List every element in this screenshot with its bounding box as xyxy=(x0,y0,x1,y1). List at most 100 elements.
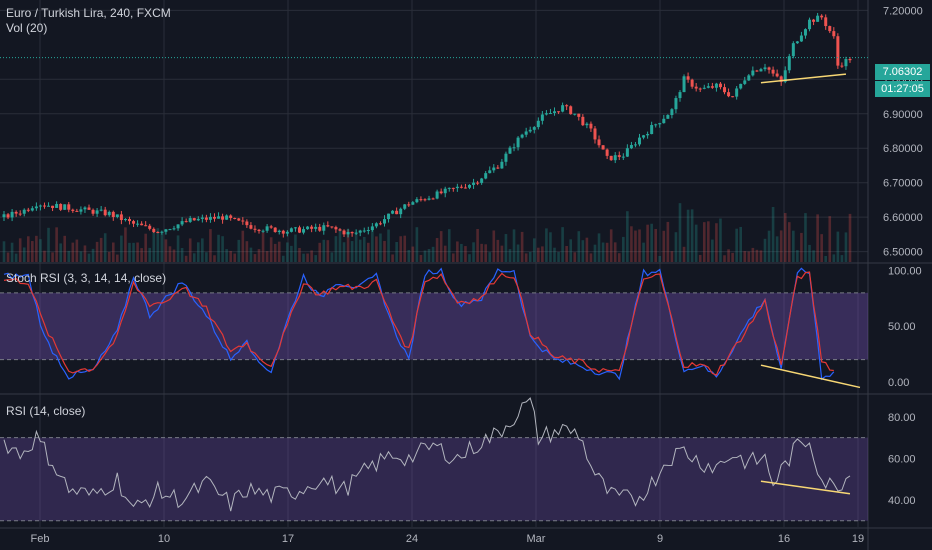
volume-bar xyxy=(751,247,755,262)
price-trend-line xyxy=(760,73,847,84)
candle-body xyxy=(553,111,557,114)
volume-bar xyxy=(747,251,751,262)
volume-bar xyxy=(334,236,338,262)
candle-body xyxy=(480,178,484,183)
volume-bar xyxy=(411,246,415,262)
volume-bar xyxy=(144,233,147,262)
volume-bar xyxy=(435,238,439,262)
volume-bar xyxy=(148,247,152,262)
price-tick-label: 6.70000 xyxy=(883,178,923,190)
candle-body xyxy=(808,19,812,30)
volume-bar xyxy=(617,253,621,262)
volume-bar xyxy=(423,250,427,262)
candle-body xyxy=(362,230,366,232)
candle-body xyxy=(152,228,156,233)
volume-bar xyxy=(800,232,803,262)
candle-body xyxy=(447,187,451,189)
candle-body xyxy=(395,210,399,215)
volume-bar xyxy=(354,232,358,262)
volume-bar xyxy=(6,252,10,262)
volume-bar xyxy=(630,226,633,262)
candle-body xyxy=(176,224,180,229)
volume-bar xyxy=(480,243,483,262)
candle-body xyxy=(249,225,253,229)
candle-body xyxy=(443,188,447,194)
candle-body xyxy=(727,92,731,97)
candle-body xyxy=(816,15,820,22)
volume-bar xyxy=(605,242,609,262)
volume-bar xyxy=(735,228,738,262)
candle-body xyxy=(302,229,306,233)
candle-body xyxy=(463,187,467,189)
volume-bar xyxy=(59,243,62,262)
volume-bar xyxy=(431,246,435,262)
candle-body xyxy=(148,225,152,229)
volume-bar xyxy=(152,230,156,262)
volume-bar xyxy=(63,235,67,262)
candle-body xyxy=(338,229,342,231)
candle-body xyxy=(310,226,314,229)
volume-bar xyxy=(719,218,722,262)
candle-body xyxy=(779,76,783,82)
stoch-tick-label: 50.00 xyxy=(888,321,916,333)
volume-bar xyxy=(346,229,350,262)
candle-body xyxy=(662,118,666,124)
candle-body xyxy=(686,76,690,80)
x-tick-label: 17 xyxy=(282,533,294,545)
volume-bar xyxy=(492,230,496,262)
volume-bar xyxy=(294,234,297,262)
volume-bar xyxy=(290,245,293,262)
volume-bar xyxy=(213,255,216,262)
volume-bar xyxy=(771,207,775,262)
volume-bar xyxy=(99,237,103,262)
volume-bar xyxy=(787,222,791,262)
volume-bar xyxy=(286,242,289,262)
x-tick-label: 19 xyxy=(852,533,864,545)
candle-body xyxy=(496,167,500,169)
volume-bar xyxy=(180,247,184,262)
volume-bar xyxy=(812,250,815,262)
candle-body xyxy=(245,221,249,226)
volume-bar xyxy=(419,254,423,262)
volume-bar xyxy=(840,255,844,262)
candle-body xyxy=(160,231,164,233)
x-tick-label: 9 xyxy=(657,533,663,545)
volume-bar xyxy=(779,230,783,262)
volume-bar xyxy=(10,242,14,262)
volume-bar xyxy=(265,251,269,262)
candle-body xyxy=(638,137,642,145)
candle-body xyxy=(666,115,670,119)
candle-body xyxy=(200,217,204,219)
volume-bar xyxy=(229,250,232,262)
volume-bar xyxy=(249,247,253,262)
candle-body xyxy=(180,221,184,225)
volume-bar xyxy=(537,247,540,262)
candle-body xyxy=(71,209,75,211)
candle-body xyxy=(403,204,407,209)
candle-body xyxy=(573,113,577,115)
volume-bar xyxy=(443,245,447,262)
rsi-tick-label: 40.00 xyxy=(888,495,916,507)
candle-body xyxy=(524,131,528,135)
volume-bar xyxy=(75,239,79,262)
candle-body xyxy=(63,204,67,210)
volume-bar xyxy=(565,245,568,262)
volume-bar xyxy=(375,236,378,262)
volume-bar xyxy=(609,229,613,262)
candle-body xyxy=(783,70,787,82)
volume-bar xyxy=(484,244,487,262)
candle-body xyxy=(731,96,735,98)
volume-bar xyxy=(201,238,204,262)
candle-body xyxy=(30,208,34,211)
volume-bar xyxy=(698,254,702,262)
candle-body xyxy=(382,219,386,224)
candle-body xyxy=(633,144,637,146)
candle-body xyxy=(103,209,107,216)
candle-body xyxy=(285,231,289,234)
volume-bar xyxy=(638,229,641,262)
volume-bar xyxy=(269,237,273,262)
volume-bar xyxy=(403,235,407,262)
candle-body xyxy=(820,15,824,18)
candle-body xyxy=(799,35,803,42)
